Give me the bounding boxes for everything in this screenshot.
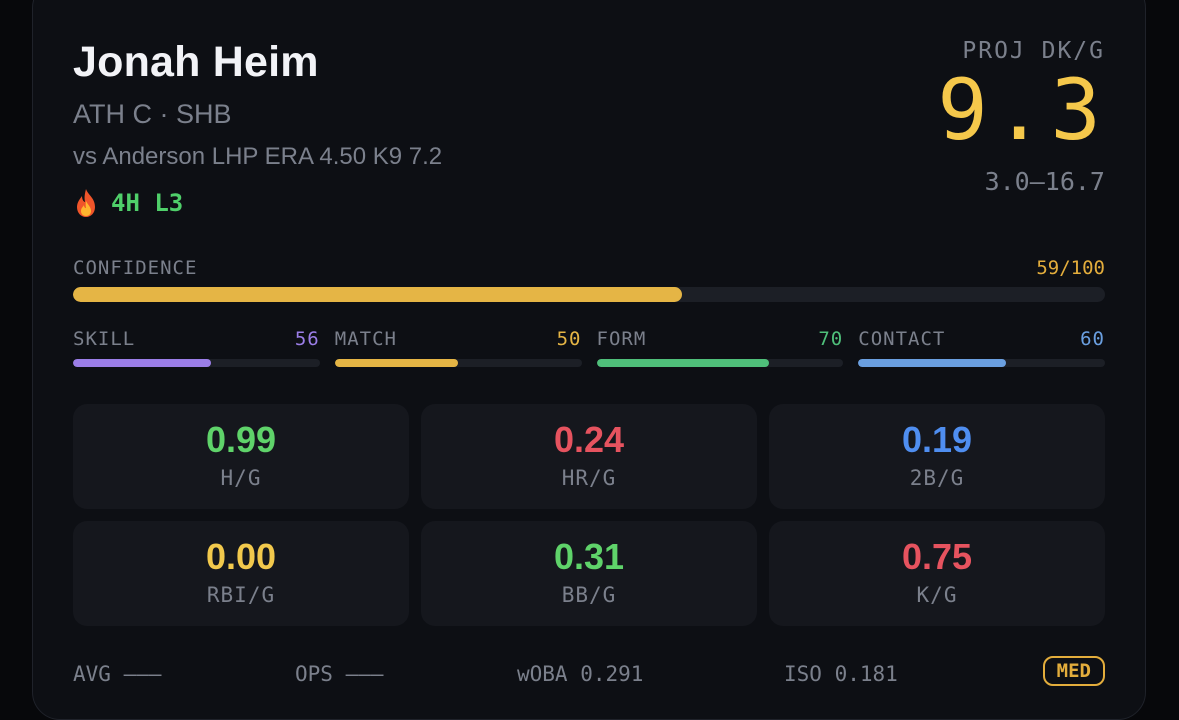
stat-value: 0.24 xyxy=(553,419,625,460)
subscore-value: 60 xyxy=(1080,328,1105,350)
stat-tile-rbi: 0.00 RBI/G xyxy=(73,521,409,626)
subscore-track xyxy=(73,359,320,367)
subscore-form: FORM 70 xyxy=(596,328,844,367)
stat-tile-home-runs: 0.24 HR/G xyxy=(421,404,757,509)
footer-stats: AVG ——— OPS ——— wOBA 0.291 ISO 0.181 MED xyxy=(73,656,1105,696)
stat-tile-hits: 0.99 H/G xyxy=(73,404,409,509)
stat-value: 0.75 xyxy=(901,536,973,577)
stat-tile-doubles: 0.19 2B/G xyxy=(769,404,1105,509)
avg-stat: AVG ——— xyxy=(73,662,162,686)
streak-text: 4H L3 xyxy=(111,189,184,217)
subscore-label: SKILL xyxy=(73,328,136,350)
subscore-fill xyxy=(73,359,212,367)
subscore-track xyxy=(334,359,582,367)
stat-tile-walks: 0.31 BB/G xyxy=(421,521,757,626)
stat-value: 0.99 xyxy=(205,419,277,460)
stat-label: HR/G xyxy=(561,465,617,490)
stat-label: 2B/G xyxy=(909,465,965,490)
stat-label: H/G xyxy=(220,465,262,490)
woba-stat: wOBA 0.291 xyxy=(517,662,644,686)
subscore-fill xyxy=(596,359,770,367)
subscore-match: MATCH 50 xyxy=(334,328,582,367)
confidence-label: CONFIDENCE xyxy=(73,257,198,279)
confidence-bar-fill xyxy=(73,287,682,302)
subscore-track xyxy=(596,359,844,367)
subscore-label: MATCH xyxy=(334,328,397,350)
subscore-track xyxy=(858,359,1105,367)
subscore-value: 56 xyxy=(294,328,320,350)
streak-indicator: 4H L3 xyxy=(73,188,183,218)
confidence-bar xyxy=(73,287,1105,302)
stat-value: 0.19 xyxy=(901,419,973,460)
matchup-info: vs Anderson LHP ERA 4.50 K9 7.2 xyxy=(73,143,443,170)
stat-label: BB/G xyxy=(561,582,617,607)
stat-tile-strikeouts: 0.75 K/G xyxy=(769,521,1105,626)
fire-icon xyxy=(73,188,99,218)
subscore-label: FORM xyxy=(596,328,647,350)
subscore-bars: SKILL 56 MATCH 50 FORM 70 CONTACT 60 xyxy=(73,328,1105,367)
subscore-value: 70 xyxy=(818,328,844,350)
team-position: ATH C · SHB xyxy=(73,99,232,129)
player-name: Jonah Heim xyxy=(73,38,319,86)
projection-label: PROJ DK/G xyxy=(962,38,1105,64)
stat-value: 0.00 xyxy=(205,536,277,577)
iso-stat: ISO 0.181 xyxy=(784,662,898,686)
stat-grid: 0.99 H/G 0.24 HR/G 0.19 2B/G 0.00 RBI/G … xyxy=(73,404,1106,626)
confidence-value: 59/100 xyxy=(1036,257,1105,279)
subscore-value: 50 xyxy=(556,328,582,350)
subscore-skill: SKILL 56 xyxy=(73,328,320,367)
stat-label: K/G xyxy=(916,582,958,607)
confidence-badge[interactable]: MED xyxy=(1042,656,1105,686)
projection-value: 9.3 xyxy=(937,61,1107,159)
subscore-contact: CONTACT 60 xyxy=(858,328,1105,367)
stat-label: RBI/G xyxy=(206,582,276,607)
stat-value: 0.31 xyxy=(553,536,625,577)
projection-range: 3.0–16.7 xyxy=(984,167,1105,196)
ops-stat: OPS ——— xyxy=(295,662,384,686)
subscore-fill xyxy=(334,359,459,367)
subscore-fill xyxy=(858,359,1007,367)
subscore-label: CONTACT xyxy=(858,328,946,350)
